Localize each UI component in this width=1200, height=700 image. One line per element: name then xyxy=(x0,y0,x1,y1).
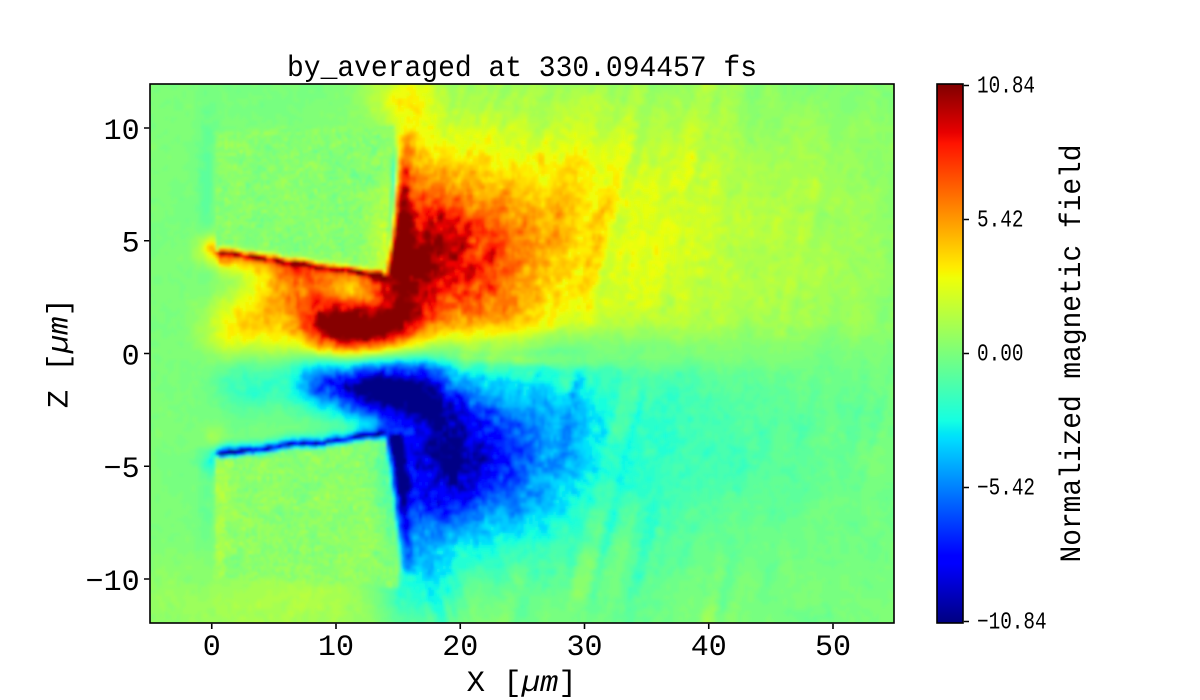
svg-text:40: 40 xyxy=(691,631,727,665)
svg-text:by_averaged at 330.094457 fs: by_averaged at 330.094457 fs xyxy=(287,52,757,86)
svg-text:−5.42: −5.42 xyxy=(977,476,1035,503)
svg-text:20: 20 xyxy=(442,631,478,665)
svg-text:5.42: 5.42 xyxy=(977,208,1023,235)
svg-text:10.84: 10.84 xyxy=(977,74,1035,101)
svg-text:Normalized magnetic field: Normalized magnetic field xyxy=(1056,145,1090,563)
svg-text:0: 0 xyxy=(122,340,140,374)
svg-text:Z [µm]: Z [µm] xyxy=(44,298,78,408)
svg-text:X [µm]: X [µm] xyxy=(467,667,577,700)
svg-text:5: 5 xyxy=(122,228,140,262)
svg-text:10: 10 xyxy=(318,631,354,665)
svg-text:10: 10 xyxy=(104,115,140,149)
svg-text:−10.84: −10.84 xyxy=(977,610,1047,637)
svg-text:−5: −5 xyxy=(104,453,140,487)
svg-text:50: 50 xyxy=(815,631,851,665)
svg-text:−10: −10 xyxy=(86,566,140,600)
svg-text:30: 30 xyxy=(566,631,602,665)
svg-text:0: 0 xyxy=(203,631,221,665)
svg-text:0.00: 0.00 xyxy=(977,342,1023,369)
